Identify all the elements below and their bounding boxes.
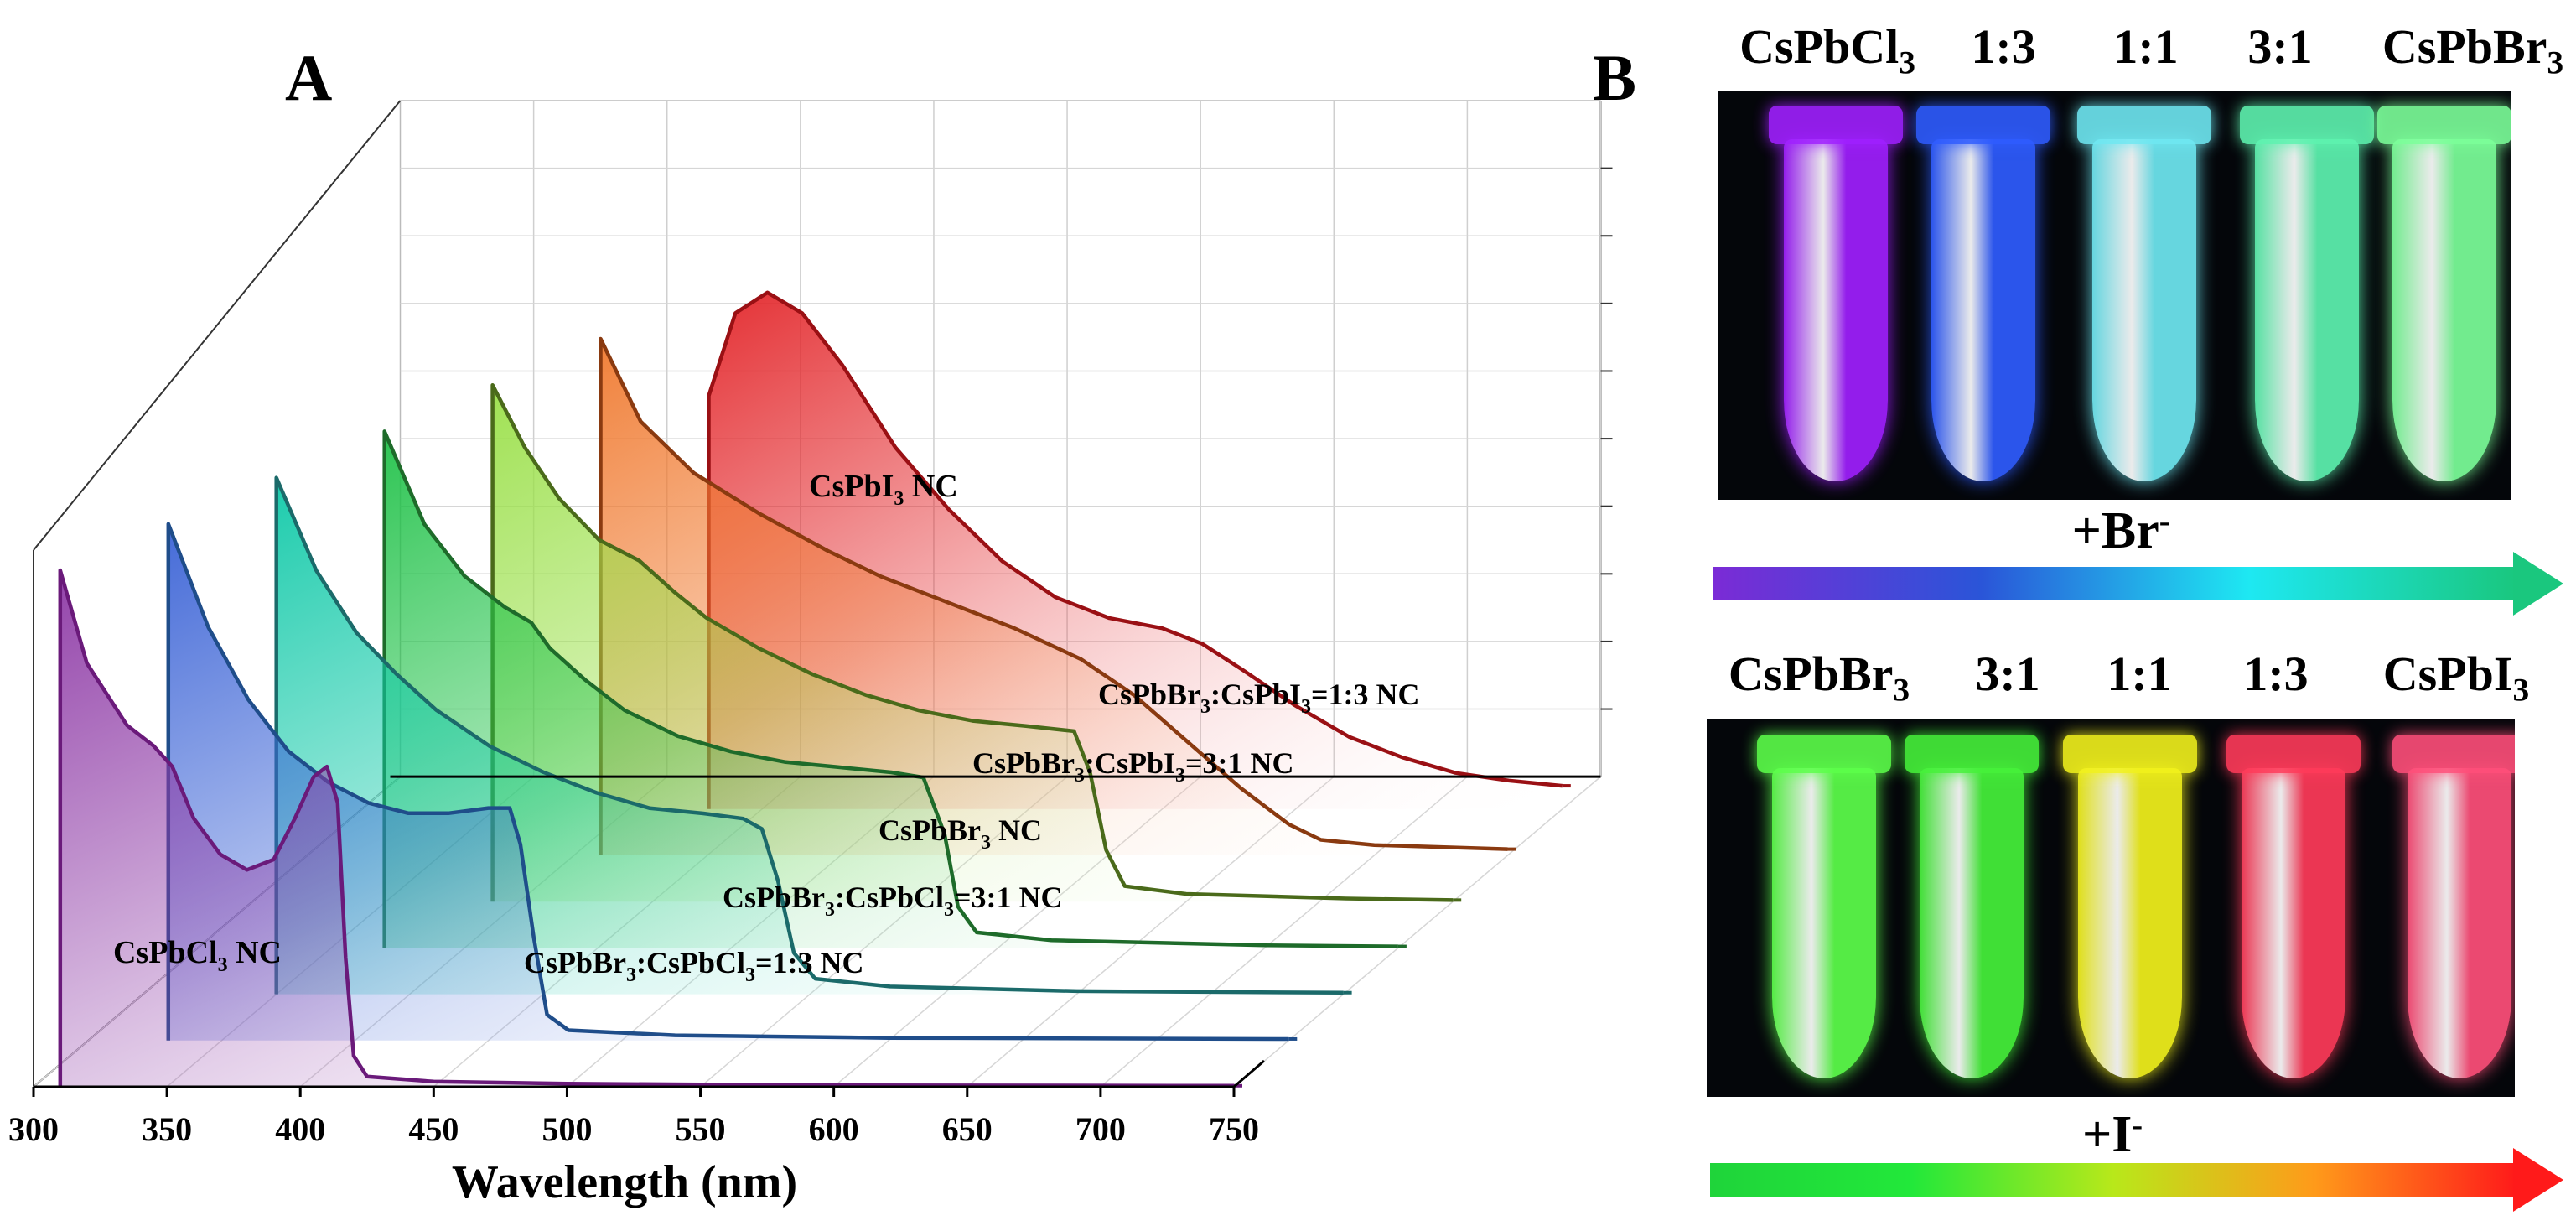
tube-label-3: 1:1 bbox=[2113, 19, 2179, 74]
tube-label-4: 3:1 bbox=[2247, 19, 2313, 74]
tube-label-5: CsPbI3 bbox=[2382, 647, 2530, 709]
series-line-1 bbox=[166, 522, 1289, 1042]
br-arrow-head bbox=[2513, 552, 2563, 616]
x-tick-350: 350 bbox=[142, 1110, 192, 1148]
x-tick-550: 550 bbox=[676, 1110, 726, 1148]
br-gradient-arrow bbox=[1713, 567, 2516, 600]
x-axis-title: Wavelength (nm) bbox=[452, 1156, 797, 1208]
series-label-4: CsPbBr3:CsPbI3=3:1 NC bbox=[972, 746, 1294, 787]
tube-label-4: 1:3 bbox=[2243, 647, 2309, 701]
x-tick-700: 700 bbox=[1075, 1110, 1126, 1148]
tube-2 bbox=[1916, 91, 2050, 500]
series-label-6: CsPbI3 NC bbox=[809, 469, 958, 510]
tube-label-3: 1:1 bbox=[2107, 647, 2172, 701]
tube-label-5: CsPbBr3 bbox=[2382, 19, 2564, 81]
series-line-5 bbox=[599, 336, 1508, 856]
series-label-1: CsPbBr3:CsPbCl3=1:3 NC bbox=[524, 946, 864, 986]
top-photo-labels: CsPbCl3 1:3 1:1 3:1 CsPbBr3 bbox=[0, 18, 2576, 86]
waterfall-chart: CsPbCl3 NC CsPbBr3:CsPbCl3=1:3 NC CsPbBr3:… bbox=[8, 100, 1613, 1208]
panel-label-a: A bbox=[285, 41, 333, 114]
tube-label-2: 3:1 bbox=[1975, 647, 2040, 701]
tube-label-1: CsPbBr3 bbox=[1728, 647, 1910, 709]
series-fill-0 bbox=[60, 570, 1234, 1087]
series-label-3: CsPbBr3 NC bbox=[879, 813, 1042, 854]
tube-label-2: 1:3 bbox=[1971, 19, 2036, 74]
tube-3 bbox=[2077, 91, 2211, 500]
tube-4 bbox=[2240, 91, 2374, 500]
x-tick-450: 450 bbox=[408, 1110, 459, 1148]
tube-5 bbox=[2392, 719, 2515, 1097]
tube-5 bbox=[2377, 91, 2511, 500]
tube-1 bbox=[1757, 719, 1891, 1097]
x-tick-500: 500 bbox=[542, 1110, 592, 1148]
series-label-0: CsPbCl3 NC bbox=[113, 935, 282, 976]
series-line-4 bbox=[490, 382, 1454, 902]
tube-label-1: CsPbCl3 bbox=[1739, 19, 1915, 81]
tube-4 bbox=[2226, 719, 2361, 1097]
photo-i-series bbox=[1707, 719, 2515, 1097]
tube-1 bbox=[1769, 91, 1903, 500]
i-arrow-head bbox=[2513, 1148, 2563, 1212]
series-line-2 bbox=[274, 475, 1344, 995]
i-ion-label: +I- bbox=[2081, 1106, 2143, 1163]
series-line-0 bbox=[58, 568, 1235, 1088]
x-tick-750: 750 bbox=[1209, 1110, 1259, 1148]
series-fill-2 bbox=[276, 477, 1344, 995]
series-fill-1 bbox=[168, 523, 1289, 1041]
panel-label-b: B bbox=[1593, 41, 1637, 114]
i-gradient-arrow bbox=[1710, 1163, 2516, 1197]
series-line-6 bbox=[707, 290, 1563, 809]
x-tick-400: 400 bbox=[275, 1110, 325, 1148]
series-layer: CsPbCl3 NC CsPbBr3:CsPbCl3=1:3 NC CsPbBr3:… bbox=[58, 290, 1571, 1088]
tube-3 bbox=[2063, 719, 2197, 1097]
series-line-3 bbox=[382, 429, 1398, 948]
series-label-5: CsPbBr3:CsPbI3=1:3 NC bbox=[1098, 678, 1420, 718]
bottom-photo-labels: CsPbBr3 3:1 1:1 1:3 CsPbI3 bbox=[0, 646, 2576, 713]
x-axis: 300 350 400 450 500 550 600 650 700 750 bbox=[8, 775, 1601, 1148]
tube-2 bbox=[1905, 719, 2039, 1097]
br-ion-label: +Br- bbox=[2071, 502, 2170, 559]
x-tick-600: 600 bbox=[809, 1110, 859, 1148]
photo-br-series bbox=[1718, 91, 2511, 500]
x-tick-300: 300 bbox=[8, 1110, 59, 1148]
x-tick-650: 650 bbox=[942, 1110, 993, 1148]
series-label-2: CsPbBr3:CsPbCl3=3:1 NC bbox=[723, 881, 1063, 921]
